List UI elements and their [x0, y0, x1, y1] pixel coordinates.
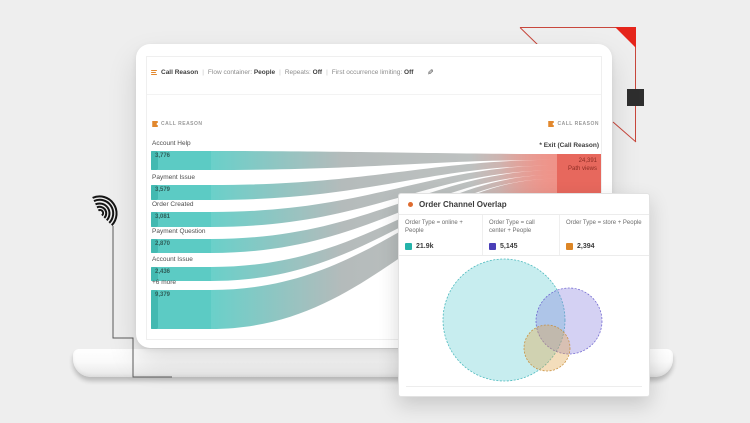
node-value: 3,081 — [155, 214, 171, 220]
flow-node-bar[interactable] — [151, 239, 211, 253]
card-header: Order Channel Overlap — [399, 194, 649, 215]
setting-first-occurrence[interactable]: First occurrence limiting: Off — [331, 69, 414, 76]
exit-convergence — [499, 154, 557, 193]
flow-ribbon[interactable] — [211, 159, 557, 200]
red-triangle-icon — [615, 27, 636, 48]
flow-node-bar[interactable] — [151, 267, 211, 281]
dimension-icon — [152, 121, 158, 127]
legend-swatch-icon — [489, 243, 496, 250]
node-label[interactable]: Account Help — [152, 140, 191, 147]
separator: | — [326, 69, 328, 76]
legend-item-call-center[interactable]: Order Type = call center + People 5,145 — [482, 215, 559, 255]
metric-dot-icon — [408, 202, 413, 207]
node-value: 2,436 — [155, 269, 171, 275]
black-square-icon — [627, 89, 644, 106]
venn-diagram — [442, 258, 603, 382]
node-label[interactable]: Payment Question — [152, 228, 206, 235]
node-value: 3,579 — [155, 187, 171, 193]
radio-waves-icon — [92, 195, 118, 226]
separator: | — [202, 69, 204, 76]
dimension-icon — [151, 69, 157, 76]
setting-repeats[interactable]: Repeats: Off — [284, 69, 323, 76]
order-channel-overlap-card: Order Channel Overlap Order Type = onlin… — [398, 193, 650, 397]
flow-node-cap — [151, 185, 158, 200]
dimension-icon — [548, 121, 555, 127]
exit-node-bar[interactable] — [557, 154, 601, 193]
node-value: 3,776 — [155, 153, 171, 159]
flow-ribbon[interactable] — [211, 165, 557, 228]
setting-flow-container[interactable]: Flow container: People — [207, 69, 276, 76]
venn-legend: Order Type = online + People 21.9k Order… — [399, 215, 649, 256]
card-bottom-rule — [406, 386, 642, 387]
flow-node-cap — [151, 212, 158, 227]
node-label[interactable]: Account Issue — [152, 256, 193, 263]
toolbar-divider — [147, 94, 601, 95]
flow-node-cap — [151, 267, 158, 281]
separator: | — [279, 69, 281, 76]
venn-circle-store[interactable] — [523, 324, 571, 372]
flow-node-bar[interactable] — [151, 151, 211, 170]
flow-sankey — [151, 151, 601, 329]
venn-circle-online[interactable] — [442, 258, 566, 382]
flow-ribbon[interactable] — [211, 170, 557, 253]
right-column-header: CALL REASON — [548, 121, 599, 127]
legend-item-online[interactable]: Order Type = online + People 21.9k — [405, 220, 463, 250]
node-label[interactable]: +6 more — [152, 279, 177, 286]
flow-node-bar[interactable] — [151, 212, 211, 227]
flow-node-bar[interactable] — [151, 290, 211, 329]
exit-metric-label: Path views — [567, 166, 597, 173]
exit-path-views-value: 24,391 — [578, 158, 597, 164]
node-value: 9,379 — [155, 292, 171, 298]
flow-node-bar[interactable] — [151, 185, 211, 200]
flow-dimension[interactable]: Call Reason — [161, 69, 199, 76]
venn-circle-call-center[interactable] — [535, 287, 603, 355]
flow-node-cap — [151, 290, 158, 329]
node-value: 2,870 — [155, 241, 171, 247]
left-column-header: CALL REASON — [152, 121, 203, 127]
flow-node-cap — [151, 151, 158, 170]
exit-node-label[interactable]: * Exit (Call Reason) — [539, 142, 599, 149]
card-title: Order Channel Overlap — [419, 200, 507, 209]
flow-node-cap — [151, 239, 158, 253]
node-label[interactable]: Payment Issue — [152, 174, 195, 181]
flow-settings-toolbar: Call Reason | Flow container: People | R… — [151, 68, 434, 77]
exit-node-values: 24,391 Path views — [568, 157, 597, 173]
flow-ribbon[interactable] — [211, 178, 557, 329]
flow-ribbon[interactable] — [211, 174, 557, 281]
flow-ribbon[interactable] — [211, 151, 557, 170]
node-label[interactable]: Order Created — [152, 201, 194, 208]
legend-item-store[interactable]: Order Type = store + People 2,394 — [559, 215, 649, 255]
legend-swatch-icon — [566, 243, 573, 250]
legend-swatch-icon — [405, 243, 412, 250]
